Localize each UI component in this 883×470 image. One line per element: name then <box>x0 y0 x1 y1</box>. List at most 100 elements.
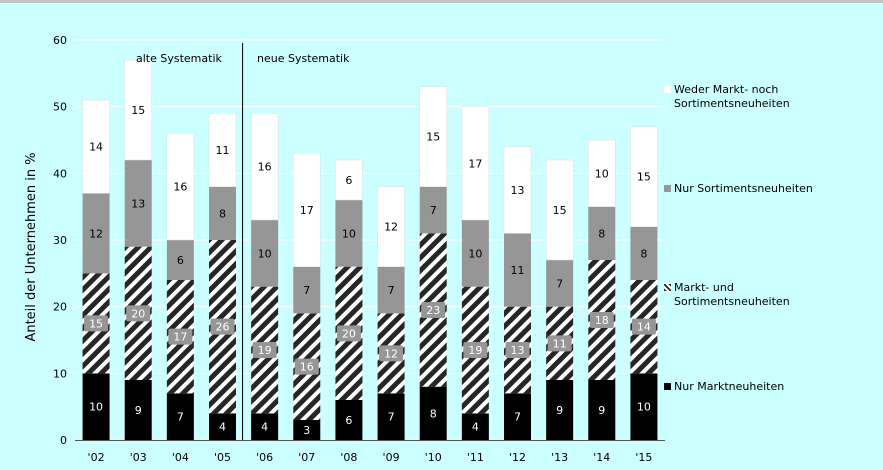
value-label: 15 <box>131 104 145 117</box>
y-tick-label: 50 <box>53 101 67 114</box>
legend-label: Nur Marktneuheiten <box>674 380 785 393</box>
value-label: 15 <box>426 131 440 144</box>
bar-segment <box>335 159 363 201</box>
bar-segment <box>377 393 405 440</box>
legend-swatch-white <box>664 86 671 93</box>
value-label: 7 <box>388 284 395 297</box>
bar-segment <box>630 126 658 227</box>
bar-segment <box>588 380 616 440</box>
value-label: 4 <box>472 421 479 434</box>
bar-segment <box>82 193 110 274</box>
bar-segment <box>166 133 195 241</box>
value-label: 15 <box>89 317 103 330</box>
value-label: 18 <box>595 314 609 327</box>
value-label: 7 <box>430 204 437 217</box>
annotation-alte-systematik: alte Systematik <box>136 52 223 65</box>
bar-segment <box>251 413 279 440</box>
bar-segment <box>166 240 194 280</box>
bar-segment <box>419 86 447 187</box>
x-tick-label: '14 <box>593 451 610 464</box>
bar-segment <box>82 99 110 194</box>
x-tick-label: '08 <box>340 451 357 464</box>
x-tick-label: '07 <box>298 451 315 464</box>
value-label-bg <box>252 342 277 358</box>
value-label-bg <box>168 328 193 345</box>
value-label: 6 <box>345 174 352 187</box>
bar-segment <box>377 186 405 267</box>
bar-segment <box>630 226 658 280</box>
bar-segment <box>504 233 531 307</box>
value-label: 19 <box>258 344 272 357</box>
value-label: 10 <box>89 401 103 414</box>
value-label: 17 <box>300 204 314 217</box>
value-label: 16 <box>258 161 272 174</box>
x-tick-label: '12 <box>509 451 526 464</box>
value-label: 20 <box>131 307 145 320</box>
value-label: 6 <box>177 254 184 267</box>
value-label: 23 <box>426 304 440 317</box>
x-tick-label: '02 <box>88 451 105 464</box>
top-border <box>0 0 883 3</box>
value-label-bg <box>210 318 235 335</box>
bar-segment <box>209 186 236 240</box>
x-tick-label: '10 <box>425 451 442 464</box>
y-tick-label: 20 <box>53 301 67 314</box>
bar-segment <box>293 266 321 314</box>
y-tick-label: 0 <box>60 434 67 447</box>
x-tick-label: '04 <box>172 451 189 464</box>
value-label: 13 <box>511 184 525 197</box>
bar-segment <box>124 380 152 440</box>
bar-segment <box>124 59 152 161</box>
bar-segment <box>504 393 531 440</box>
bar-segment <box>293 420 321 440</box>
value-label: 16 <box>300 361 314 374</box>
x-tick-label: '09 <box>383 451 400 464</box>
bar-segment <box>209 413 236 440</box>
legend-label: Markt- und Sortimentsneuheiten <box>674 281 790 308</box>
value-label-bg <box>547 335 572 352</box>
value-label: 11 <box>511 264 525 277</box>
x-tick-label: '03 <box>130 451 147 464</box>
bar-segment <box>630 373 658 440</box>
value-label: 8 <box>598 227 605 240</box>
bar-segment <box>546 260 574 307</box>
value-label-bg <box>379 345 404 362</box>
legend-swatch-gray <box>664 185 671 192</box>
bar-segment <box>461 413 489 440</box>
value-label: 11 <box>553 337 567 350</box>
value-label: 12 <box>384 221 398 234</box>
bar-segment <box>419 186 447 234</box>
value-label: 26 <box>216 321 230 334</box>
value-label: 7 <box>556 277 563 290</box>
value-label: 9 <box>556 404 563 417</box>
y-tick-label: 10 <box>53 367 67 380</box>
value-label: 7 <box>303 284 310 297</box>
value-label: 9 <box>135 404 142 417</box>
legend-swatch-black <box>664 383 671 390</box>
legend-label: Nur Sortimentsneuheiten <box>674 182 813 195</box>
legend-item-nur-markt: Nur Marktneuheiten <box>664 380 874 394</box>
value-label-bg <box>84 315 109 332</box>
value-label: 8 <box>640 247 647 260</box>
legend-swatch-hatch <box>664 284 671 291</box>
bar-segment <box>545 159 574 261</box>
bar-segment <box>588 206 616 260</box>
value-label: 10 <box>595 167 609 180</box>
value-label: 4 <box>261 421 268 434</box>
value-label: 3 <box>303 424 310 437</box>
x-tick-label: '11 <box>467 451 484 464</box>
bar-segment <box>208 113 237 187</box>
value-label-bg <box>631 318 656 335</box>
legend-item-nur-sortiment: Nur Sortimentsneuheiten <box>664 182 874 196</box>
value-label: 17 <box>468 157 482 170</box>
bar-segment <box>335 400 363 440</box>
value-label-bg <box>421 302 446 318</box>
y-tick-label: 40 <box>53 167 67 180</box>
value-label: 11 <box>216 144 230 157</box>
value-label-bg <box>336 325 361 342</box>
value-label: 8 <box>219 207 226 220</box>
value-label: 10 <box>342 227 356 240</box>
legend-item-markt-und-sortiment: Markt- und Sortimentsneuheiten <box>664 281 874 309</box>
value-label: 15 <box>553 204 567 217</box>
